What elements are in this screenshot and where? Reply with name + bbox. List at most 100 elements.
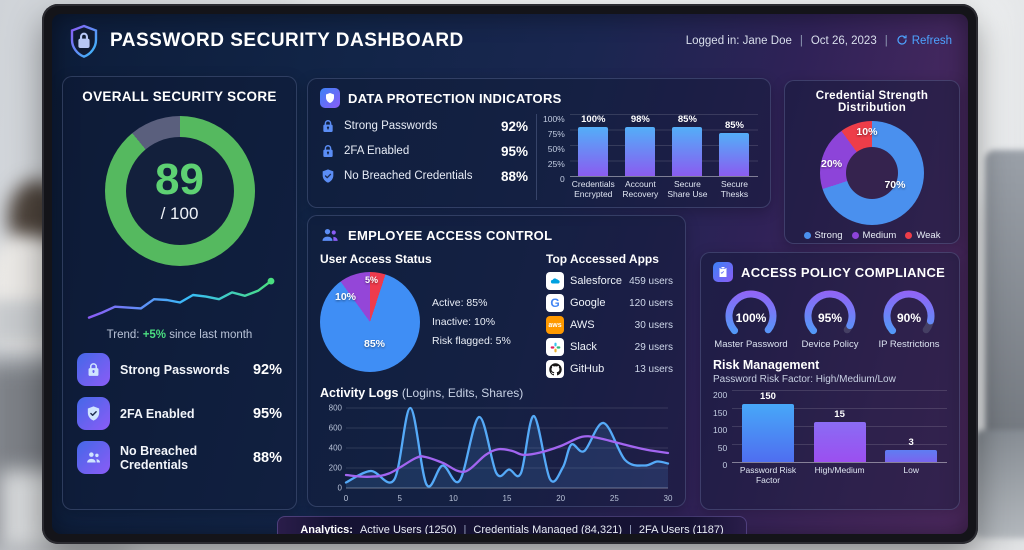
lock-icon (320, 118, 336, 134)
gauge-label: Device Policy (801, 339, 859, 350)
svg-text:0: 0 (338, 484, 343, 493)
bar-value-label: 85% (724, 119, 744, 131)
metric-value: 92% (252, 361, 282, 378)
shield-check-icon (77, 397, 110, 430)
svg-text:5: 5 (397, 494, 402, 503)
overall-security-score-panel: OVERALL SECURITY SCORE 89 / 100 Trend: +… (62, 76, 297, 510)
refresh-icon (896, 34, 908, 49)
metric-row: Strong Passwords 92% (77, 353, 282, 386)
top-accessed-apps-list: Salesforce 459 users G Google 120 users aws AW… (546, 272, 673, 378)
slack-icon (546, 338, 564, 356)
bar-column: 98% (625, 114, 656, 176)
uas-legend: Active: 85% Inactive: 10% Risk flagged: 5% (432, 297, 511, 347)
bar-chart: 200 150 100 50 0 150 15 3 Password Risk Factor Hi… (713, 390, 947, 486)
metric-label: No Breached Credentials (344, 170, 473, 182)
credential-strength-donut-chart: 70% 20% 10% (820, 121, 924, 225)
metric-label: Strong Passwords (120, 362, 230, 377)
svg-text:20: 20 (556, 494, 565, 503)
svg-text:800: 800 (329, 404, 343, 413)
gauge-label: IP Restrictions (878, 339, 940, 350)
bar (885, 449, 938, 462)
trend-text: Trend: +5% since last month (77, 329, 282, 341)
score-trend-sparkline-chart (87, 277, 274, 319)
header-date: Oct 26, 2023 (810, 35, 877, 47)
category-label: High/Medium (814, 465, 865, 475)
header-separator: | (799, 35, 803, 47)
lock-icon (77, 353, 110, 386)
app-user-count: 459 users (629, 275, 673, 287)
csd-panel-title: Credential Strength Distribution (815, 90, 929, 114)
y-tick-label: 50% (547, 144, 565, 154)
refresh-button[interactable]: Refresh (896, 34, 952, 49)
svg-text:15: 15 (503, 494, 512, 503)
donut-slice-label-medium: 20% (821, 158, 843, 171)
gauge-value: 90% (896, 311, 922, 325)
metric-row: No Breached Credentials 88% (77, 441, 282, 474)
app-user-count: 30 users (634, 319, 673, 331)
activity-logs-line-chart: 0 200 400 600 800 0 5 10 15 20 25 30 (329, 404, 673, 503)
analytics-item: Active Users (1250) (359, 524, 457, 534)
trend-value: +5% (142, 329, 167, 341)
monitor-bezel: PASSWORD SECURITY DASHBOARD Logged in: J… (42, 4, 978, 544)
activity-logs-title: Activity Logs (Logins, Edits, Shares) (320, 386, 673, 400)
aws-icon: aws (546, 316, 564, 334)
category-label: Password Risk Factor (739, 465, 797, 485)
top-accessed-apps-title: Top Accessed Apps (546, 252, 659, 266)
legend-label: Weak (916, 230, 941, 241)
metric-label: No Breached Credentials (120, 443, 198, 472)
bar-value-label: 3 (908, 436, 914, 448)
app-row: Salesforce 459 users (546, 272, 673, 290)
pie-slice-label-inactive: 10% (335, 291, 357, 303)
employee-access-control-panel: EMPLOYEE ACCESS CONTROL User Access Stat… (307, 215, 686, 507)
analytics-separator: | (628, 524, 632, 534)
y-tick-label: 100 (713, 425, 728, 435)
risk-management-subtitle: Password Risk Factor: High/Medium/Low (713, 374, 896, 385)
bar (741, 404, 794, 462)
svg-text:30: 30 (664, 494, 673, 503)
donut-slice-label-weak: 10% (856, 126, 878, 139)
legend-item: Inactive: 10% (432, 316, 511, 328)
app-row: aws AWS 30 users (546, 316, 673, 334)
user-access-pie-chart: 85% 10% 5% (320, 272, 420, 372)
trend-suffix: since last month (166, 329, 253, 341)
app-row: G Google 120 users (546, 294, 673, 312)
score-ring-center: 89 / 100 (125, 137, 234, 245)
analytics-separator: | (463, 524, 467, 534)
bar-value-label: 150 (760, 391, 776, 403)
app-row: GitHub 13 users (546, 360, 673, 378)
analytics-item: 2FA Users (1187) (638, 524, 724, 534)
donut-hole (846, 147, 898, 199)
app-user-count: 13 users (634, 363, 673, 375)
gauge-label: Master Password (714, 339, 788, 350)
bar-value-label: 100% (581, 114, 606, 125)
app-name: Salesforce (570, 275, 622, 287)
metric-row: Strong Passwords 92% (320, 118, 528, 134)
metric-row: 2FA Enabled 95% (320, 143, 528, 159)
score-metrics-list: Strong Passwords 92% 2FA Enabled 95% No Brea… (77, 353, 282, 474)
salesforce-icon (546, 272, 564, 290)
legend-label: Risk flagged: 5% (432, 335, 511, 347)
shield-check-icon (320, 168, 336, 184)
plot-area-wrap: 150 15 3 Password Risk Factor High/Medium Low (732, 390, 947, 486)
compliance-gauge: 90% IP Restrictions (871, 290, 947, 350)
trend-prefix: Trend: (106, 329, 143, 341)
credential-strength-panel: Credential Strength Distribution 70% 20%… (784, 80, 960, 244)
activity-logs-title-bold: Activity Logs (320, 386, 399, 400)
category-label: Account Recovery (622, 179, 659, 199)
y-axis: 100% 75% 50% 25% 0 (543, 114, 570, 184)
donut-slice-label-strong: 70% (884, 179, 906, 192)
second-monitor-stand (975, 430, 1024, 538)
bar-value-label: 85% (677, 114, 697, 125)
legend-item: Active: 85% (432, 297, 511, 309)
legend-item: Medium (851, 230, 896, 241)
bar-column: 3 (885, 390, 938, 462)
csd-legend: Strong Medium Weak (793, 230, 951, 241)
svg-text:400: 400 (329, 444, 343, 453)
category-label: Credentials Encrypted (571, 179, 615, 199)
dashboard-screen: PASSWORD SECURITY DASHBOARD Logged in: J… (52, 14, 968, 534)
svg-text:10: 10 (449, 494, 458, 503)
svg-text:200: 200 (329, 464, 343, 473)
analytics-item: Credentials Managed (84,321) (473, 524, 622, 534)
metric-label: 2FA Enabled (344, 145, 410, 157)
bar (672, 127, 703, 176)
